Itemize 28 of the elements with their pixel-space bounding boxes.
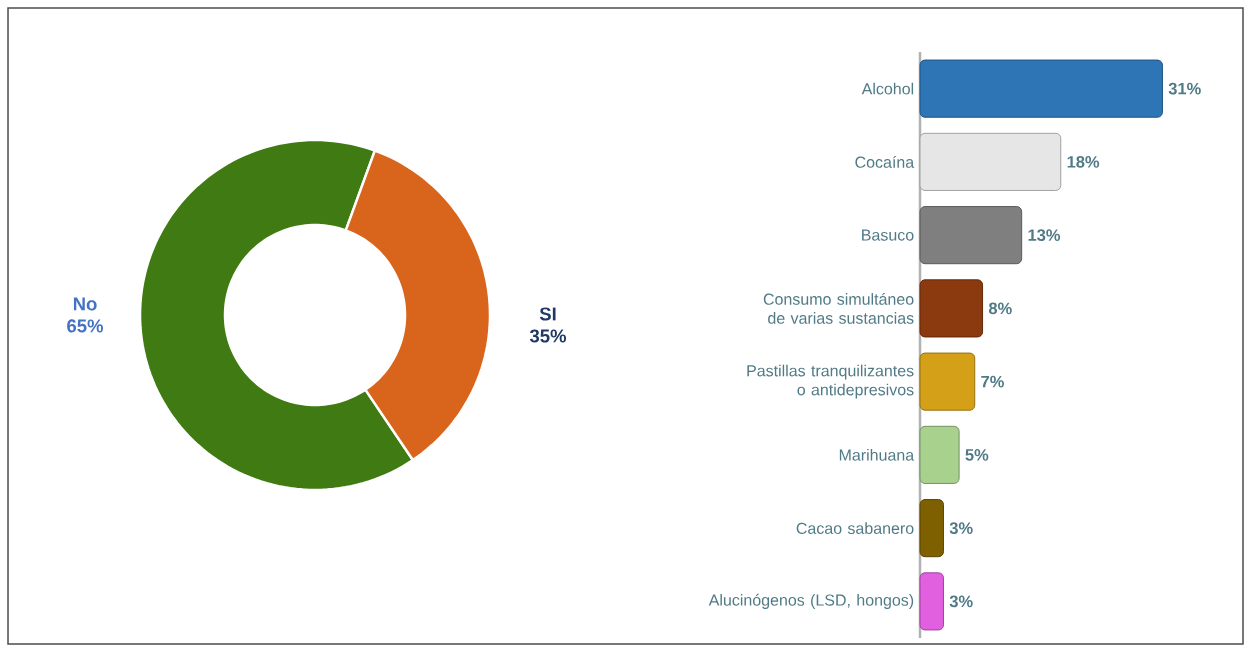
bar bbox=[919, 352, 976, 411]
bar bbox=[919, 499, 944, 558]
slice-label: SI bbox=[539, 307, 556, 321]
bar bbox=[919, 279, 984, 338]
data-label: 65% bbox=[67, 319, 104, 333]
y-tick-label: Pastillas tranquilizantes o antidepresivos bbox=[747, 364, 914, 399]
y-tick-label: Cocaína bbox=[855, 155, 915, 168]
y-tick-label: Cacao sabanero bbox=[796, 522, 914, 535]
y-tick-label: Basuco bbox=[862, 229, 914, 241]
data-label: 18% bbox=[1067, 156, 1100, 168]
y-tick-label: Marihuana bbox=[839, 449, 915, 461]
data-label: 35% bbox=[529, 329, 567, 343]
data-label: 8% bbox=[988, 302, 1012, 315]
data-label: 31% bbox=[1168, 82, 1201, 95]
bar bbox=[919, 206, 1023, 265]
bar bbox=[919, 132, 1062, 191]
data-label: 3% bbox=[949, 595, 973, 608]
data-label: 5% bbox=[965, 449, 989, 461]
y-tick-label: Alucinógenos (LSD, hongos) bbox=[708, 593, 914, 609]
bar bbox=[919, 425, 960, 484]
data-label: 13% bbox=[1028, 229, 1061, 241]
y-tick-label: Alcohol bbox=[861, 82, 914, 95]
slice-label: No bbox=[73, 297, 97, 311]
data-label: 7% bbox=[981, 375, 1004, 388]
y-tick-label: Consumo simultáneo de varias sustancias bbox=[763, 292, 914, 324]
data-label: 3% bbox=[949, 522, 973, 534]
bar bbox=[919, 572, 944, 631]
bar bbox=[919, 59, 1163, 118]
